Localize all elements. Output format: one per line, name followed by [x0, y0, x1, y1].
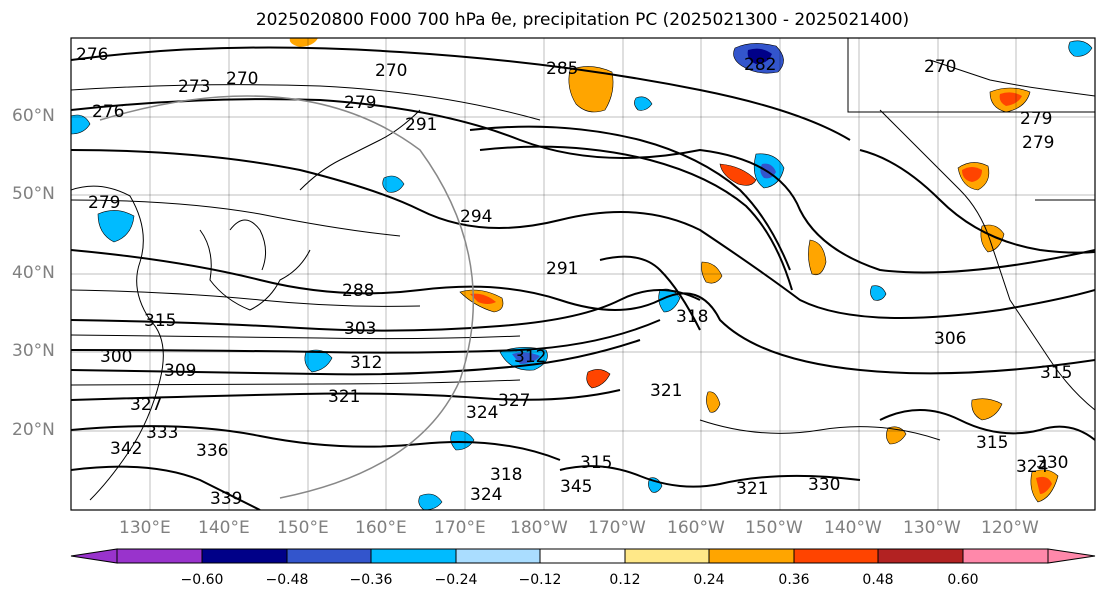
- contour-label: 315: [1040, 363, 1072, 383]
- contour-label: 282: [744, 55, 776, 75]
- contour-label: 291: [546, 259, 578, 279]
- contour-label: 270: [375, 61, 407, 81]
- colorbar-segment: [793, 548, 879, 564]
- lon-label: 130°W: [903, 518, 961, 538]
- lat-label: 20°N: [12, 420, 55, 440]
- contour-label: 318: [490, 465, 522, 485]
- contour-label: 345: [560, 477, 592, 497]
- lat-label: 50°N: [12, 184, 55, 204]
- lon-label: 120°W: [981, 518, 1039, 538]
- lon-label: 160°W: [667, 518, 725, 538]
- contour-label: 306: [934, 329, 966, 349]
- lat-label: 30°N: [12, 341, 55, 361]
- contour-label: 330: [808, 475, 840, 495]
- lon-label: 140°W: [824, 518, 882, 538]
- contour-label: 279: [344, 93, 376, 113]
- lon-label: 160°E: [355, 518, 407, 538]
- map-title: 2025020800 F000 700 hPa θe, precipitatio…: [255, 10, 910, 30]
- colorbar-segment: [962, 548, 1049, 564]
- lon-label: 140°E: [198, 518, 250, 538]
- colorbar-tick-label: 0.48: [862, 572, 894, 588]
- colorbar-tick-label: −0.24: [434, 572, 478, 588]
- colorbar-segment: [286, 548, 372, 564]
- colorbar-segment: [877, 548, 964, 564]
- colorbar-segment: [624, 548, 710, 564]
- lon-label: 150°E: [277, 518, 329, 538]
- colorbar-segment: [370, 548, 457, 564]
- contour-label: 279: [1020, 109, 1052, 129]
- colorbar-segment: [708, 548, 795, 564]
- contour-label: 324: [1016, 457, 1048, 477]
- contour-label: 318: [676, 307, 708, 327]
- contour-label: 312: [350, 353, 382, 373]
- lon-label: 180°W: [510, 518, 568, 538]
- lat-label: 40°N: [12, 263, 55, 283]
- lon-label: 130°E: [119, 518, 171, 538]
- precip-anomaly-fills: [71, 38, 1093, 510]
- contour-label: 324: [466, 403, 498, 423]
- colorbar-segment: [455, 548, 541, 564]
- contour-label: 330: [1036, 453, 1068, 473]
- contour-label: 327: [498, 391, 530, 411]
- contour-label: 321: [328, 387, 360, 407]
- contour-label: 276: [92, 102, 124, 122]
- highlight-arc: [99, 95, 475, 499]
- map-gridlines: [71, 38, 1095, 510]
- coastlines: [71, 38, 1095, 501]
- lat-label: 60°N: [12, 106, 55, 126]
- contour-label: 279: [1022, 133, 1054, 153]
- contour-label: 294: [460, 207, 492, 227]
- lon-label: 150°W: [745, 518, 803, 538]
- contour-label: 300: [100, 347, 132, 367]
- colorbar-segment: [201, 548, 288, 564]
- map-frame: [70, 37, 1096, 511]
- contour-label: 324: [470, 485, 502, 505]
- colorbar-segment: [539, 548, 626, 564]
- contour-label: 321: [650, 381, 682, 401]
- contour-label: 303: [344, 319, 376, 339]
- colorbar-tick-label: −0.60: [180, 572, 224, 588]
- colorbar-tick-label: 0.12: [609, 572, 641, 588]
- contour-label: 270: [226, 69, 258, 89]
- contour-label: 276: [76, 45, 108, 65]
- theta-e-contours: [71, 46, 1095, 510]
- contour-label: 309: [164, 361, 196, 381]
- map-plot-area: 276 273 270 270 276 279 279 282 285 291 …: [71, 38, 1095, 510]
- contour-label: 270: [924, 57, 956, 77]
- colorbar-tick-label: −0.12: [518, 572, 562, 588]
- colorbar-extend-min: [70, 548, 118, 564]
- contour-label: 291: [405, 115, 437, 135]
- colorbar-extend-max: [1047, 548, 1096, 564]
- contour-labels: 276 273 270 270 276 279 279 282 285 291 …: [76, 45, 1072, 509]
- colorbar-tick-label: −0.36: [349, 572, 393, 588]
- contour-label: 336: [196, 441, 228, 461]
- lon-label: 170°W: [588, 518, 646, 538]
- contour-label: 288: [342, 281, 374, 301]
- contour-label: 342: [110, 439, 142, 459]
- theta-e-contours-thin: [71, 84, 941, 441]
- contour-label: 312: [514, 347, 546, 367]
- contour-label: 315: [144, 311, 176, 331]
- colorbar-tick-label: 0.24: [693, 572, 725, 588]
- contour-label: 321: [736, 479, 768, 499]
- contour-label: 273: [178, 77, 210, 97]
- contour-label: 315: [976, 433, 1008, 453]
- colorbar-tick-label: 0.36: [778, 572, 810, 588]
- lon-label: 170°E: [434, 518, 486, 538]
- colorbar-tick-label: 0.60: [947, 572, 979, 588]
- contour-label: 285: [546, 59, 578, 79]
- contour-label: 279: [88, 193, 120, 213]
- colorbar: [70, 548, 1096, 564]
- contour-label: 333: [146, 423, 178, 443]
- contour-label: 339: [210, 489, 242, 509]
- contour-label: 315: [580, 453, 612, 473]
- colorbar-tick-label: −0.48: [265, 572, 309, 588]
- contour-label: 327: [130, 395, 162, 415]
- colorbar-segment: [116, 548, 203, 564]
